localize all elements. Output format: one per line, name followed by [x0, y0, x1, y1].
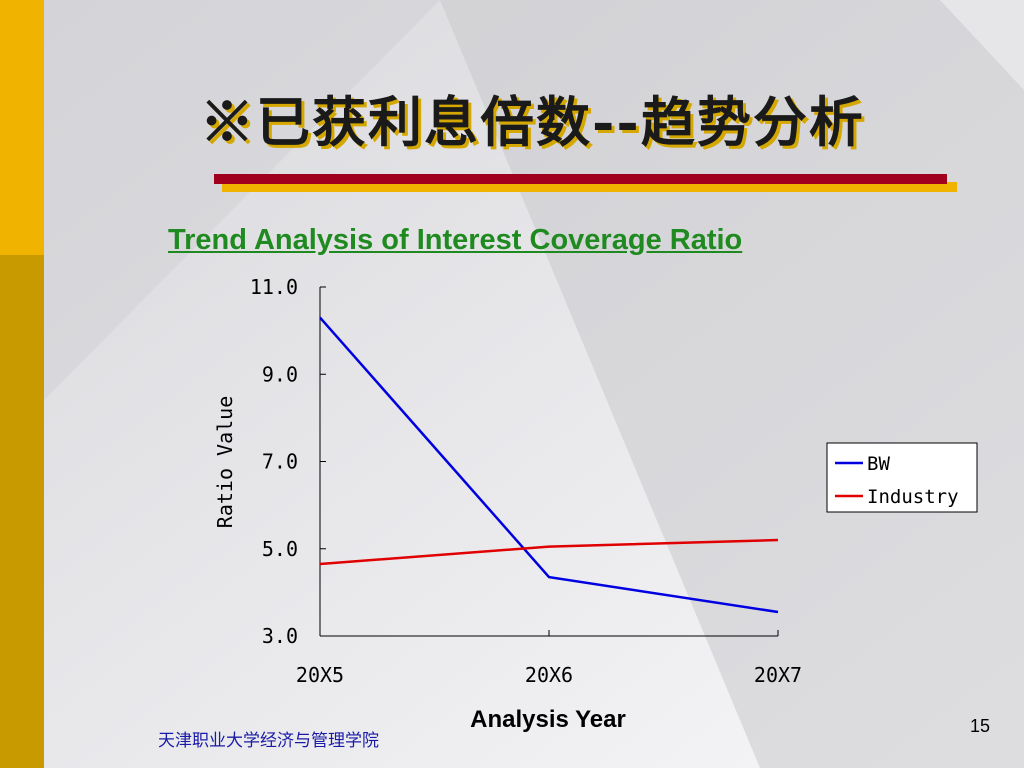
- x-tick-label: 20X7: [754, 663, 802, 687]
- y-tick-label: 3.0: [262, 624, 298, 648]
- page-number: 15: [969, 716, 991, 736]
- series-line-bw: [319, 316, 779, 614]
- series-line-industry: [319, 538, 779, 566]
- legend-box: [826, 442, 978, 513]
- x-tick-label: 20X6: [525, 663, 573, 687]
- x-axis-label: Analysis Year: [470, 706, 626, 733]
- chart-legend: BW Industry: [826, 442, 978, 513]
- y-tick-label: 7.0: [262, 450, 298, 474]
- chart-axes: [319, 287, 778, 637]
- chart-title: Trend Analysis of Interest Coverage Rati…: [168, 224, 743, 256]
- y-tick-label: 11.0: [250, 275, 298, 299]
- title-rule-red: [214, 174, 947, 184]
- chart-ticks: 3.0 5.0 7.0 9.0 11.0 20X5 20X6 20X7: [250, 275, 802, 687]
- title-rule-gold: [222, 182, 957, 192]
- left-accent-bar-bottom: [0, 255, 44, 768]
- slide-title: ※已获利息倍数--趋势分析: [200, 90, 865, 154]
- chart-series: [319, 316, 779, 614]
- legend-entry: Industry: [867, 486, 959, 508]
- y-axis-label: Ratio Value: [213, 396, 237, 528]
- left-accent-bar-top: [0, 0, 44, 255]
- y-tick-label: 9.0: [262, 362, 298, 386]
- y-tick-label: 5.0: [262, 537, 298, 561]
- x-tick-label: 20X5: [296, 663, 344, 687]
- legend-entry: BW: [867, 453, 890, 475]
- footer-institution: 天津职业大学经济与管理学院: [158, 731, 379, 751]
